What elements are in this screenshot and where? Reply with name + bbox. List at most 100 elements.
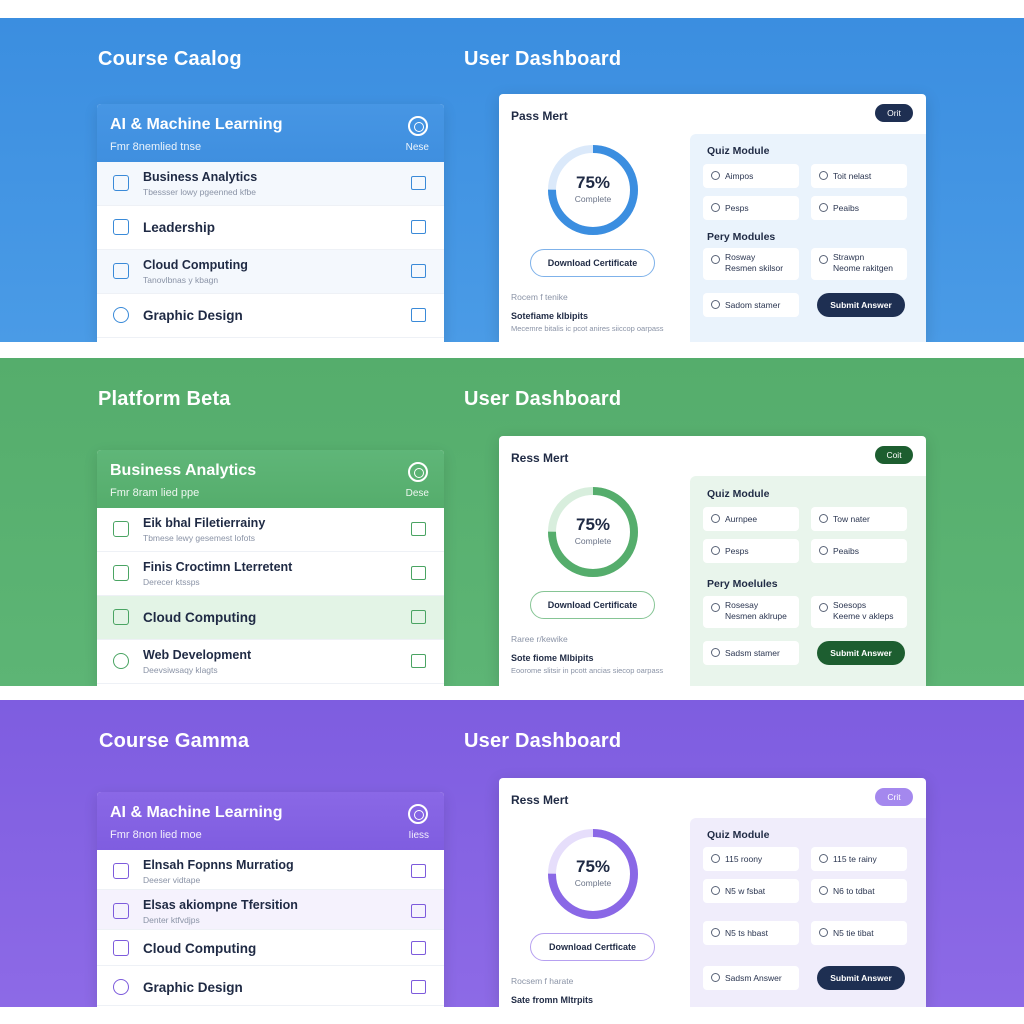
module-option[interactable]: Strawpn Neome rakitgen — [811, 248, 907, 280]
quiz-option[interactable]: Pesps — [703, 539, 799, 563]
option-label: 115 te rainy — [833, 854, 877, 864]
radio-icon — [711, 171, 720, 180]
radio-icon — [819, 203, 828, 212]
presentation-icon — [113, 903, 129, 919]
course-item[interactable]: Web Development Deevsiwsaqy klagts — [97, 640, 444, 684]
option-label: Peaibs — [833, 203, 859, 213]
option-label: N5 tie tibat — [833, 928, 874, 938]
quiz-option[interactable]: Sadsm Answer — [703, 966, 799, 990]
submit-answer-button[interactable]: Submit Answer — [817, 641, 905, 665]
edit-icon[interactable] — [411, 308, 426, 322]
section-course-gamma: Course Gamma User Dashboard AI & Machine… — [0, 700, 1024, 1007]
course-item[interactable]: Leadership — [97, 206, 444, 250]
course-subtitle: Tbmese lewy gesemest lofots — [143, 533, 255, 543]
trend-icon[interactable] — [411, 220, 426, 234]
submit-answer-button[interactable]: Submit Answer — [817, 293, 905, 317]
quiz-option[interactable]: N6 to tdbat — [811, 879, 907, 903]
course-item[interactable]: Elnsah Fopnns Murratiog Deeser vidtape — [97, 850, 444, 890]
quiz-option[interactable]: N5 tie tibat — [811, 921, 907, 945]
quiz-option[interactable]: Tow nater — [811, 507, 907, 531]
course-title: Cloud Computing — [143, 610, 257, 625]
progress-ring — [548, 487, 638, 577]
layers-icon[interactable] — [411, 610, 426, 624]
quiz-option[interactable]: Peaibs — [811, 539, 907, 563]
download-certificate-button[interactable]: Download Certficate — [530, 933, 655, 961]
progress-label: Complete — [574, 536, 612, 546]
network-icon — [113, 940, 129, 956]
quiz-module: Quiz Module Aurnpee Tow nater Pesps Peai… — [690, 476, 926, 686]
progress-percent: 75% — [575, 857, 611, 876]
option-label: Pesps — [725, 546, 749, 556]
top-pill-button[interactable]: Orit — [875, 104, 913, 122]
meta-description: Eoorome slitsir in pcott ancias siecop o… — [511, 666, 664, 675]
course-item[interactable]: Cloud Computing — [97, 596, 444, 640]
progress-percent: 75% — [575, 173, 611, 192]
quiz-option[interactable]: Toit nelast — [811, 164, 907, 188]
module-option[interactable]: Soesops Keeme v akleps — [811, 596, 907, 628]
submit-answer-button[interactable]: Submit Answer — [817, 966, 905, 990]
quiz-option[interactable]: Aimpos — [703, 164, 799, 188]
module-option[interactable]: Rosway Resmen skilsor — [703, 248, 799, 280]
layers-icon[interactable] — [411, 264, 426, 278]
course-subtitle: Deeser vidtape — [143, 875, 201, 885]
option-sublabel: Neome rakitgen — [833, 263, 894, 273]
quiz-option[interactable]: Sadom stamer — [703, 293, 799, 317]
presentation-icon — [113, 219, 129, 235]
top-pill-button[interactable]: Crit — [875, 788, 913, 806]
course-item[interactable]: Business Analytics Tbessser lowy pgeenne… — [97, 162, 444, 206]
quiz-heading: Quiz Module — [707, 829, 770, 841]
meta-heading: Sotefiame klbipits — [511, 311, 589, 321]
module-option[interactable]: Rosesay Nesmen aklrupe — [703, 596, 799, 628]
course-title: Business Analytics — [143, 170, 258, 184]
top-pill-button[interactable]: Coit — [875, 446, 913, 464]
quiz-option[interactable]: 115 te rainy — [811, 847, 907, 871]
quiz-option[interactable]: Aurnpee — [703, 507, 799, 531]
quiz-option[interactable]: Sadsm stamer — [703, 641, 799, 665]
option-label: 115 roony — [725, 854, 763, 864]
network-icon — [113, 263, 129, 279]
course-item[interactable]: Eik bhal Filetierrainy Tbmese lewy gesem… — [97, 508, 444, 552]
radio-icon — [711, 886, 720, 895]
course-title: Graphic Design — [143, 980, 243, 995]
edit-icon[interactable] — [411, 980, 426, 994]
target-icon[interactable] — [408, 462, 428, 482]
course-item[interactable]: Graphic Design — [97, 966, 444, 1006]
layers-icon[interactable] — [411, 941, 426, 955]
target-icon[interactable] — [408, 804, 428, 824]
download-certificate-button[interactable]: Download Certificate — [530, 591, 655, 619]
quiz-option[interactable]: Peaibs — [811, 196, 907, 220]
dashboard-card-title: Pass Mert — [511, 109, 568, 123]
target-icon[interactable] — [408, 116, 428, 136]
progress-ring — [548, 145, 638, 235]
quiz-option[interactable]: Pesps — [703, 196, 799, 220]
radio-icon — [819, 171, 828, 180]
course-title: Elsas akiompne Tfersition — [143, 898, 298, 912]
check-icon[interactable] — [411, 566, 426, 580]
option-label: Toit nelast — [833, 171, 872, 181]
course-subtitle: Denter ktfvdjps — [143, 915, 200, 925]
panel-title: AI & Machine Learning — [110, 116, 283, 133]
quiz-option[interactable]: N5 w fsbat — [703, 879, 799, 903]
course-item[interactable]: Elsas akiompne Tfersition Denter ktfvdjp… — [97, 890, 444, 930]
progress-ring — [548, 829, 638, 919]
document-icon[interactable] — [411, 864, 426, 878]
panel-header: AI & Machine Learning Fmr 8non lied moe … — [97, 792, 444, 850]
meta-heading: Sate fromn Mltrpits — [511, 995, 594, 1005]
panel-title: AI & Machine Learning — [110, 804, 283, 821]
course-item[interactable]: Cloud Computing — [97, 930, 444, 966]
quiz-option[interactable]: N5 ts hbast — [703, 921, 799, 945]
chart-icon[interactable] — [411, 176, 426, 190]
chart-icon[interactable] — [411, 522, 426, 536]
course-item[interactable]: Finis Croctimn Lterretent Derecer ktssps — [97, 552, 444, 596]
course-item[interactable]: Graphic Design — [97, 294, 444, 338]
course-item[interactable]: Cloud Computing Tanovlbnas y kbagn — [97, 250, 444, 294]
edit-icon[interactable] — [411, 654, 426, 668]
radio-icon — [819, 603, 828, 612]
trend-icon[interactable] — [411, 904, 426, 918]
dashboard-card-title: Ress Mert — [511, 451, 569, 465]
quiz-option[interactable]: 115 roony — [703, 847, 799, 871]
network-icon — [113, 609, 129, 625]
panel-subtitle: Fmr 8nemlied tnse — [110, 141, 202, 153]
download-certificate-button[interactable]: Download Certificate — [530, 249, 655, 277]
user-dashboard-card: Ress Mert Coit 75% Complete Download Cer… — [499, 436, 926, 686]
